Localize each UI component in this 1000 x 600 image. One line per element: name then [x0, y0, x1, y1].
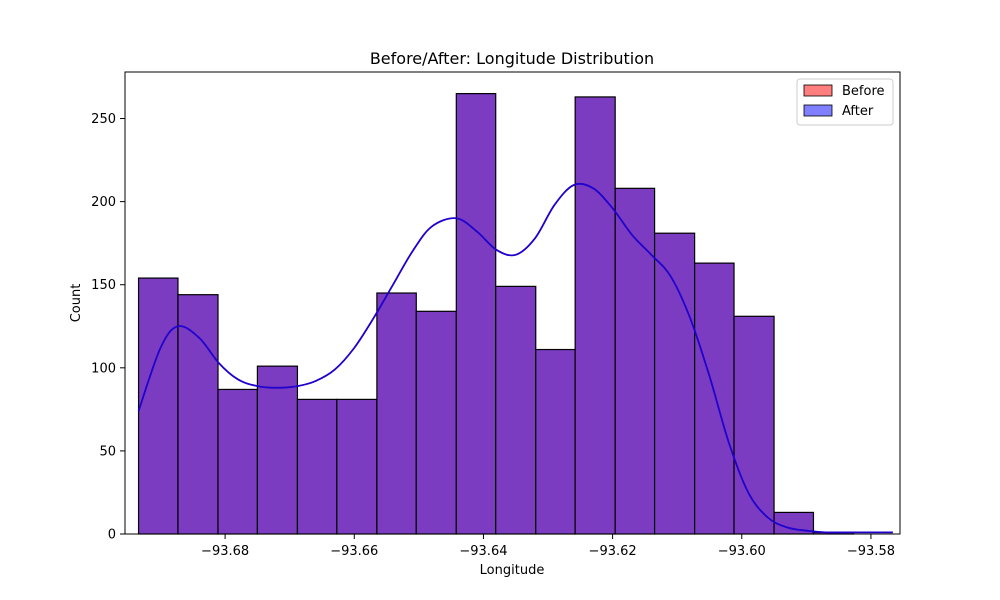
y-tick-label: 250: [91, 112, 116, 127]
histogram-bar: [296, 398, 338, 535]
histogram-bar: [376, 292, 417, 535]
histogram-bar: [535, 348, 576, 535]
x-axis-title: Longitude: [480, 563, 545, 578]
x-tick-label: −93.62: [589, 544, 637, 559]
legend-label-after: After: [842, 104, 874, 119]
legend: Before After: [796, 78, 894, 126]
histogram-bar: [336, 398, 378, 535]
histogram-bar: [694, 262, 735, 535]
histogram-bar: [415, 310, 457, 535]
plot-frame: [124, 71, 901, 535]
bars-group: [137, 92, 855, 535]
legend-swatch-before: [803, 84, 833, 97]
y-tick-label: 0: [108, 528, 116, 543]
histogram-bar: [217, 388, 259, 535]
histogram-bar: [256, 365, 299, 535]
y-tick-label: 50: [99, 444, 116, 459]
histogram-bar: [177, 294, 219, 535]
chart-title: Before/After: Longitude Distribution: [370, 49, 654, 68]
histogram-bar: [614, 187, 656, 535]
x-tick-label: −93.68: [201, 544, 249, 559]
x-tick-label: −93.60: [718, 544, 766, 559]
kde-curve: [137, 182, 893, 534]
histogram-bar: [137, 277, 179, 535]
legend-label-before: Before: [842, 84, 885, 99]
y-tick-label: 200: [91, 195, 116, 210]
x-tick-label: −93.58: [847, 544, 895, 559]
histogram-bar: [653, 232, 696, 535]
x-tick-label: −93.64: [459, 544, 507, 559]
histogram-bar: [455, 92, 497, 535]
y-tick-label: 100: [91, 361, 116, 376]
y-tick-label: 150: [91, 278, 116, 293]
x-tick-label: −93.66: [330, 544, 378, 559]
histogram-bar: [495, 285, 537, 535]
histogram-bar: [574, 96, 616, 535]
x-axis: −93.68 −93.66 −93.64 −93.62 −93.60 −93.58: [201, 534, 895, 559]
y-axis-title: Count: [69, 284, 84, 323]
y-axis: 0 50 100 150 200 250: [91, 112, 125, 543]
legend-swatch-after: [803, 104, 833, 117]
histogram-bar: [733, 315, 775, 535]
